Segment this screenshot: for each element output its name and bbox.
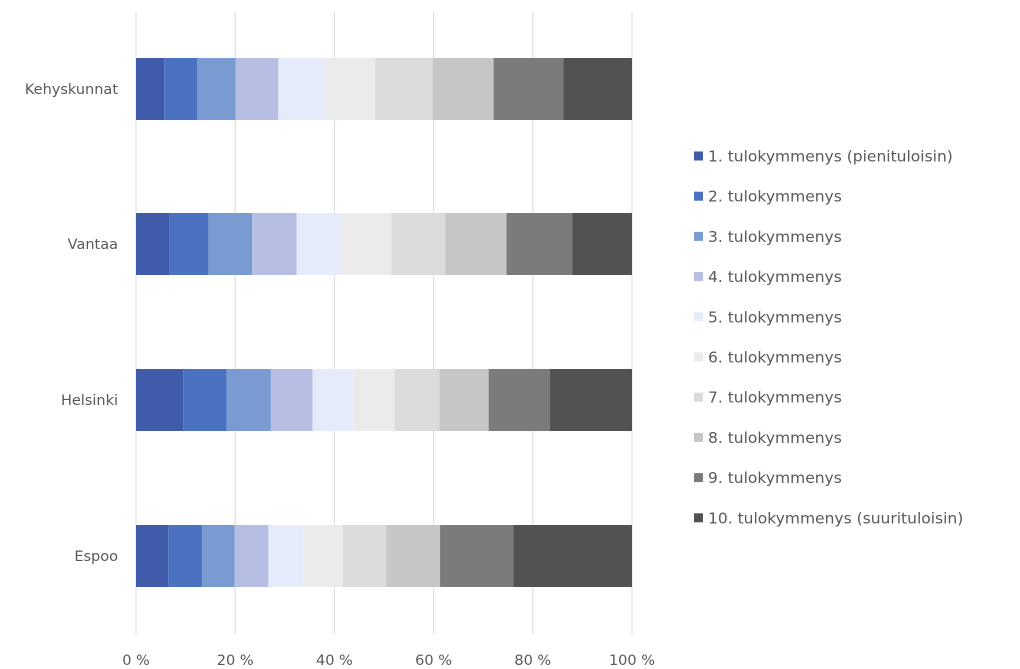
bar-segment xyxy=(352,369,395,431)
bar-segment xyxy=(440,525,514,587)
bar-segment xyxy=(513,525,632,587)
x-tick-label: 20 % xyxy=(217,653,254,669)
legend-item: 9. tulokymmenys xyxy=(694,469,842,487)
legend-swatch xyxy=(694,312,703,322)
legend-item: 7. tulokymmenys xyxy=(694,389,842,407)
bar-segment xyxy=(235,58,279,120)
legend-label: 1. tulokymmenys (pienituloisin) xyxy=(708,148,953,166)
bar-segment xyxy=(391,213,446,275)
x-tick-label: 100 % xyxy=(609,653,655,669)
legend-swatch xyxy=(694,151,703,161)
bars xyxy=(136,58,632,587)
bar-segment xyxy=(439,369,489,431)
bar-segment xyxy=(197,58,236,120)
bar-segment xyxy=(375,58,433,120)
legend-label: 2. tulokymmenys xyxy=(708,188,842,206)
legend-swatch xyxy=(694,473,703,483)
bar-segment xyxy=(342,525,387,587)
bar-segment xyxy=(183,369,227,431)
legend-label: 3. tulokymmenys xyxy=(708,228,842,246)
legend-label: 9. tulokymmenys xyxy=(708,469,842,487)
bar-segment xyxy=(341,213,392,275)
legend-label: 10. tulokymmenys (suurituloisin) xyxy=(708,509,963,527)
bar-segment xyxy=(208,213,253,275)
bar-segment xyxy=(164,58,198,120)
legend-item: 5. tulokymmenys xyxy=(694,308,842,326)
category-label: Kehyskunnat xyxy=(25,82,118,98)
bar-segment xyxy=(169,213,209,275)
legend-item: 4. tulokymmenys xyxy=(694,268,842,286)
category-labels: Kehyskunnat Vantaa Helsinki Espoo xyxy=(25,82,118,565)
legend: 1. tulokymmenys (pienituloisin) 2. tuloky… xyxy=(694,148,963,527)
legend-item: 2. tulokymmenys xyxy=(694,188,842,206)
category-label: Espoo xyxy=(74,549,118,565)
legend-swatch xyxy=(694,272,703,282)
bar-segment xyxy=(296,213,342,275)
legend-label: 5. tulokymmenys xyxy=(708,308,842,326)
bar-segment xyxy=(201,525,235,587)
bar-segment xyxy=(488,369,550,431)
bar-segment xyxy=(252,213,297,275)
x-axis-tick-labels: 0 % 20 % 40 % 60 % 80 % 100 % xyxy=(122,653,655,669)
bar-segment xyxy=(234,525,269,587)
bar-segment xyxy=(563,58,632,120)
bar-segment xyxy=(270,369,313,431)
x-tick-label: 80 % xyxy=(514,653,551,669)
bar-segment xyxy=(303,525,343,587)
bar-segment xyxy=(549,369,632,431)
legend-swatch xyxy=(694,392,703,402)
legend-label: 6. tulokymmenys xyxy=(708,349,842,367)
legend-label: 4. tulokymmenys xyxy=(708,268,842,286)
bar-segment xyxy=(278,58,325,120)
bar-segment xyxy=(136,213,170,275)
bar-segment xyxy=(136,525,169,587)
category-label: Helsinki xyxy=(61,393,118,409)
category-label: Vantaa xyxy=(68,237,118,253)
x-tick-label: 40 % xyxy=(316,653,353,669)
bar-segment xyxy=(445,213,507,275)
legend-swatch xyxy=(694,513,703,523)
bar-segment xyxy=(572,213,632,275)
bar-segment xyxy=(136,369,184,431)
bar-segment xyxy=(168,525,202,587)
legend-item: 3. tulokymmenys xyxy=(694,228,842,246)
legend-swatch xyxy=(694,191,703,201)
bar-segment xyxy=(493,58,564,120)
legend-item: 8. tulokymmenys xyxy=(694,429,842,447)
legend-label: 8. tulokymmenys xyxy=(708,429,842,447)
bar-segment xyxy=(324,58,376,120)
legend-item: 1. tulokymmenys (pienituloisin) xyxy=(694,148,953,166)
legend-swatch xyxy=(694,432,703,442)
legend-swatch xyxy=(694,231,703,241)
bar-segment xyxy=(312,369,353,431)
legend-item: 10. tulokymmenys (suurituloisin) xyxy=(694,509,963,527)
bar-segment xyxy=(136,58,165,120)
x-tick-label: 60 % xyxy=(415,653,452,669)
legend-swatch xyxy=(694,352,703,362)
legend-label: 7. tulokymmenys xyxy=(708,389,842,407)
x-tick-label: 0 % xyxy=(122,653,150,669)
bar-segment xyxy=(394,369,440,431)
bar-segment xyxy=(506,213,573,275)
bar-segment xyxy=(268,525,304,587)
legend-item: 6. tulokymmenys xyxy=(694,349,842,367)
bar-segment xyxy=(386,525,441,587)
bar-segment xyxy=(432,58,494,120)
bar-segment xyxy=(226,369,271,431)
